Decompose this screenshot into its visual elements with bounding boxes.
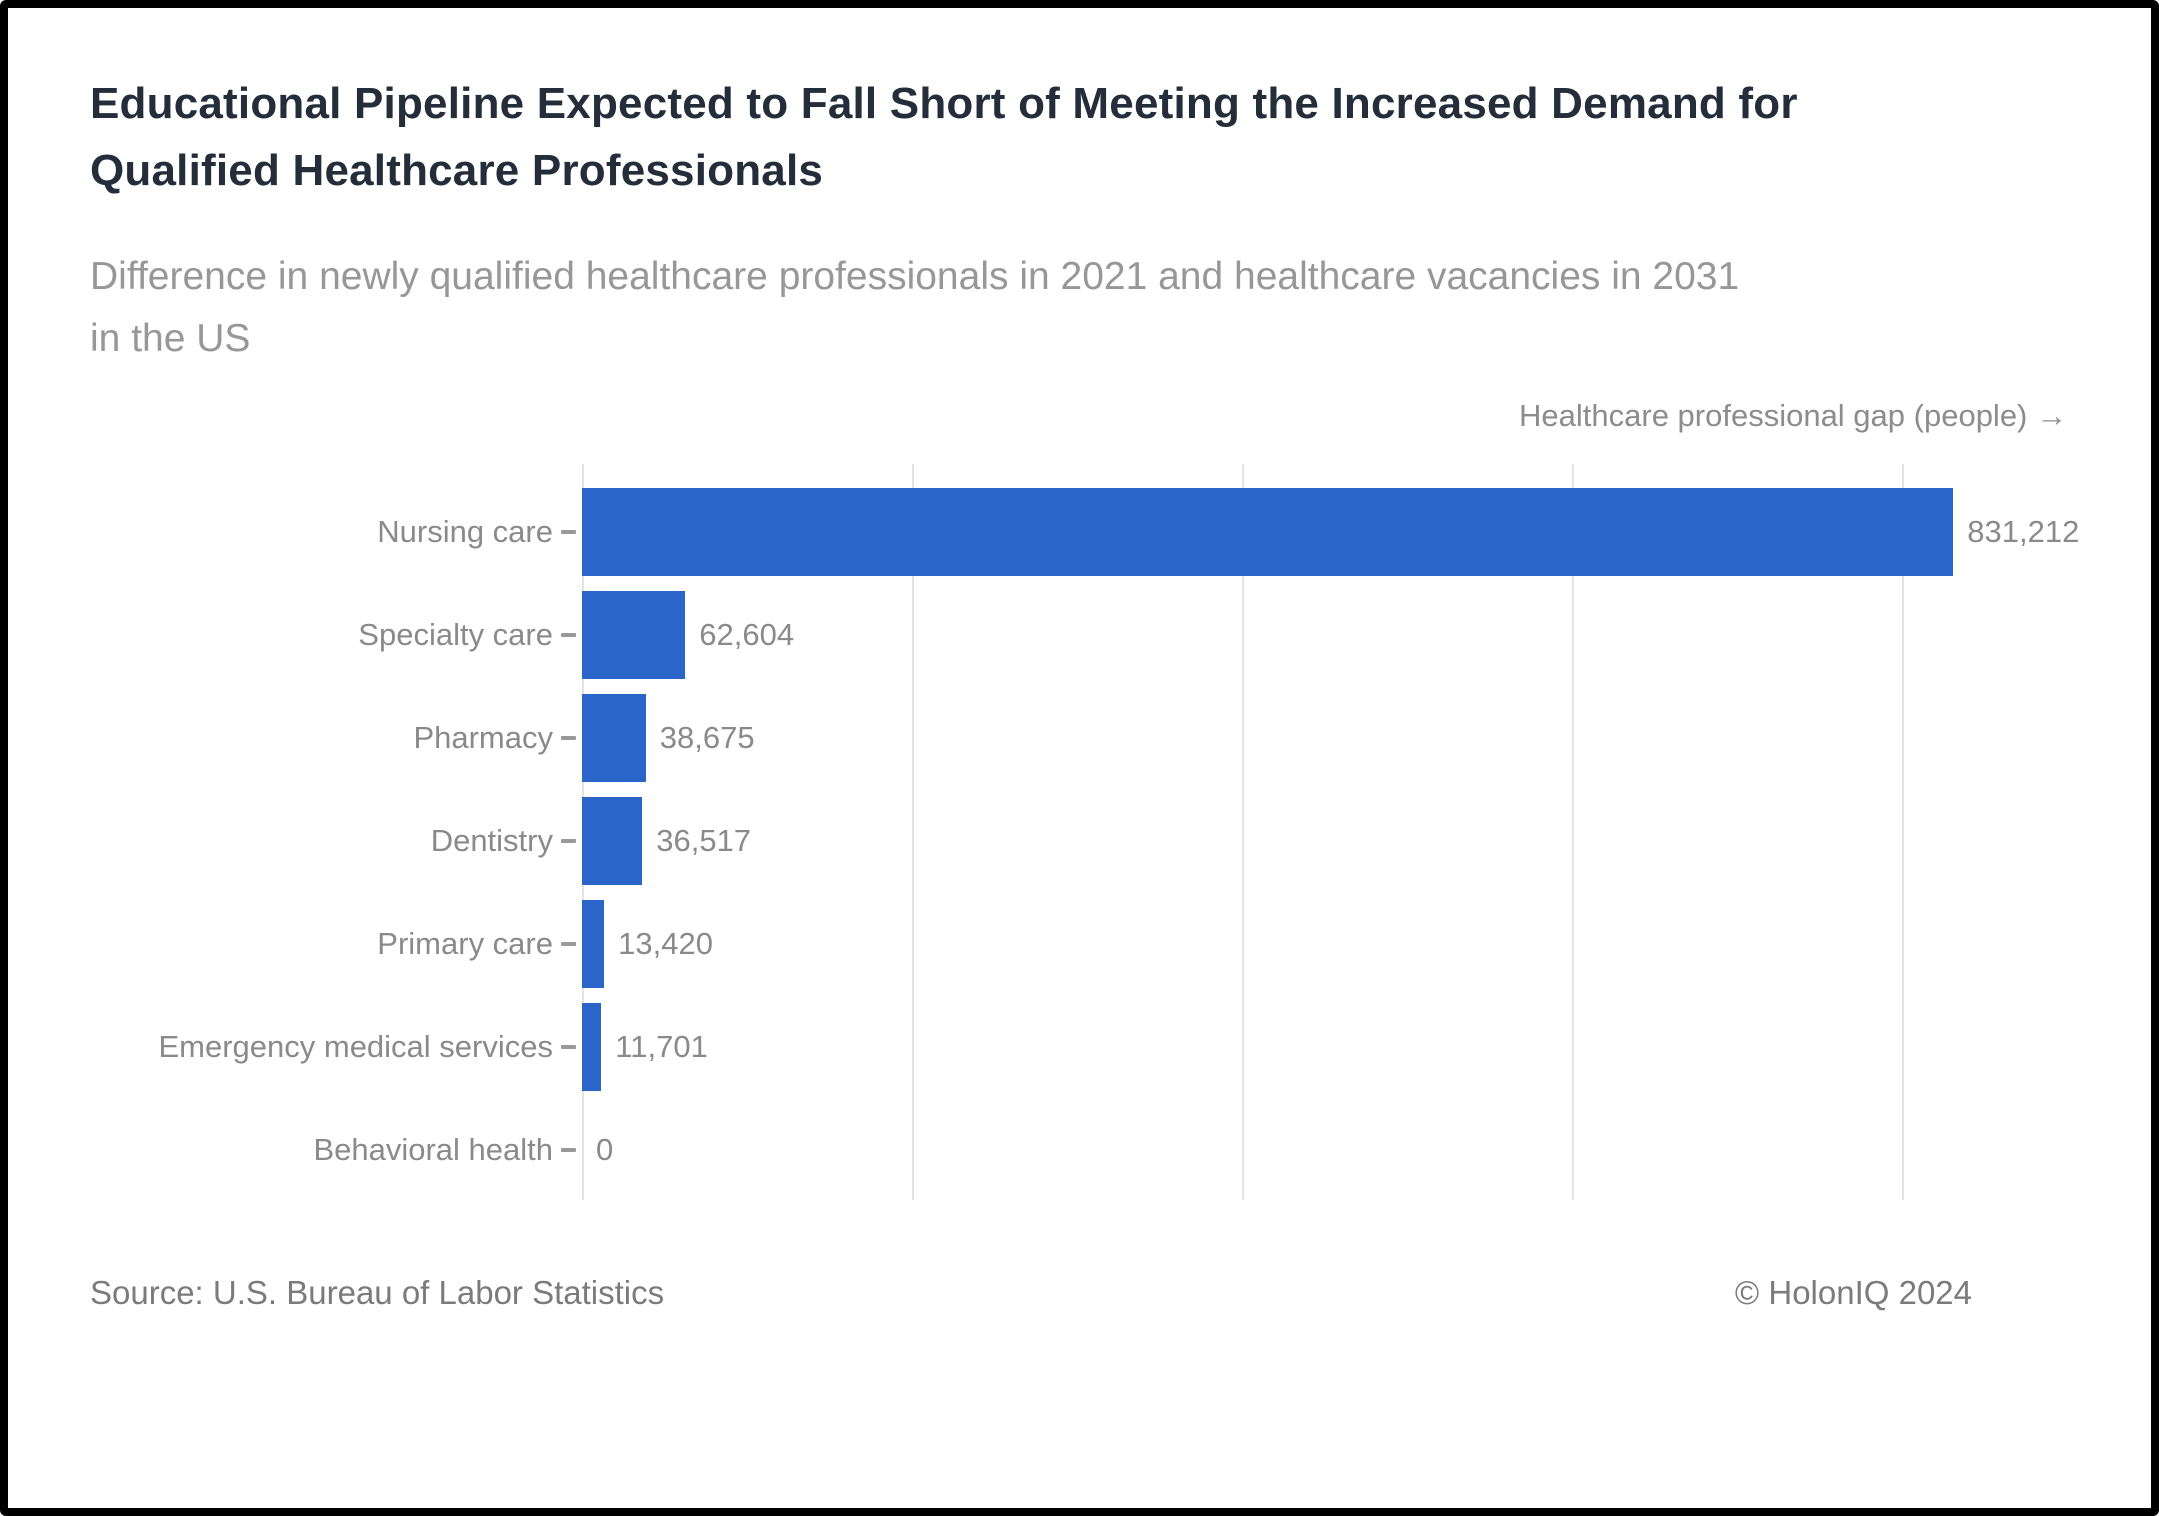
- bar: [582, 590, 686, 679]
- bar-row: Dentistry 36,517: [8, 789, 2151, 892]
- value-label: 0: [596, 1131, 614, 1167]
- bar-row: Pharmacy 38,675: [8, 686, 2151, 789]
- category-label: Dentistry: [430, 822, 553, 858]
- category-tick-mark: [561, 941, 576, 946]
- gridline: [1901, 464, 1904, 1200]
- x-axis-title: Healthcare professional gap (people) →: [1519, 398, 2067, 433]
- bar-row: Behavioral health 0: [8, 1098, 2151, 1201]
- category-label: Behavioral health: [313, 1131, 553, 1167]
- bar: [582, 899, 605, 988]
- chart-title: Educational Pipeline Expected to Fall Sh…: [90, 70, 1798, 204]
- chart-title-line-2: Qualified Healthcare Professionals: [90, 146, 824, 195]
- category-label: Pharmacy: [413, 719, 553, 755]
- chart-subtitle-line-1: Difference in newly qualified healthcare…: [90, 255, 1740, 298]
- value-label: 11,701: [615, 1028, 708, 1064]
- bar-track: 38,675: [582, 693, 2108, 782]
- category-label: Primary care: [377, 925, 553, 961]
- category-label: Nursing care: [377, 513, 553, 549]
- category-tick-mark: [561, 735, 576, 740]
- value-label: 13,420: [618, 925, 713, 961]
- gridline: [911, 464, 914, 1200]
- bar-track: 13,420: [582, 899, 2108, 988]
- value-label: 36,517: [656, 822, 752, 858]
- bar-row: Specialty care 62,604: [8, 583, 2151, 686]
- bar-row: Nursing care 831,212: [8, 480, 2151, 583]
- bar-row: Emergency medical services 11,701: [8, 995, 2151, 1098]
- bar-rows: Nursing care 831,212 Specialty care 62,6…: [8, 464, 2151, 1201]
- plot-area: Nursing care 831,212 Specialty care 62,6…: [8, 464, 2151, 1201]
- category-tick-mark: [561, 529, 576, 534]
- category-tick-mark: [561, 1044, 576, 1049]
- chart-subtitle-line-2: in the US: [90, 317, 251, 360]
- chart-subtitle: Difference in newly qualified healthcare…: [90, 246, 1739, 370]
- source-note: Source: U.S. Bureau of Labor Statistics: [90, 1274, 665, 1311]
- bar: [582, 796, 643, 885]
- category-label: Specialty care: [358, 616, 553, 652]
- copyright-note: © HolonIQ 2024: [1734, 1274, 1972, 1311]
- bar: [582, 487, 1954, 576]
- category-tick-mark: [561, 1147, 576, 1152]
- value-label: 38,675: [659, 719, 755, 755]
- bar-row: Primary care 13,420: [8, 892, 2151, 995]
- value-label: 831,212: [1967, 513, 2080, 549]
- bar-track: 11,701: [582, 1002, 2108, 1091]
- bar-track: 62,604: [582, 590, 2108, 679]
- bar-track: 831,212: [582, 487, 2108, 576]
- category-tick-mark: [561, 632, 576, 637]
- bar: [582, 693, 646, 782]
- category-label: Emergency medical services: [158, 1028, 553, 1064]
- category-tick-mark: [561, 838, 576, 843]
- gridline: [1241, 464, 1244, 1200]
- bar-track: 36,517: [582, 796, 2108, 885]
- chart-title-line-1: Educational Pipeline Expected to Fall Sh…: [90, 79, 1798, 128]
- bar-track: 0: [582, 1106, 2108, 1194]
- gridline: [1571, 464, 1574, 1200]
- value-label: 62,604: [699, 616, 795, 652]
- bar: [582, 1002, 602, 1091]
